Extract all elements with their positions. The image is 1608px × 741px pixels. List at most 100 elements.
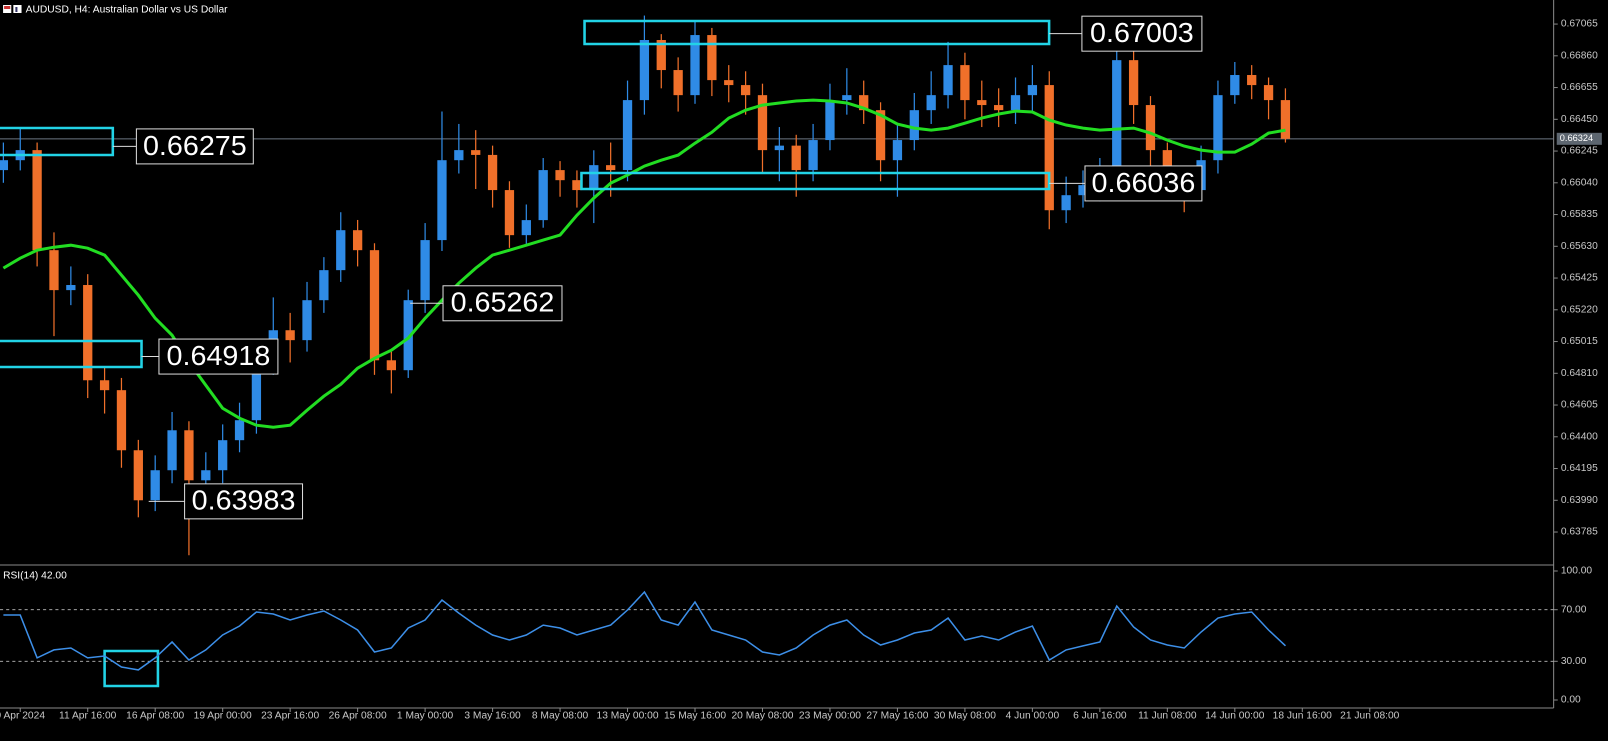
y-tick-label: 0.63785 <box>1561 527 1598 538</box>
x-tick-label: 27 May 16:00 <box>866 711 928 722</box>
x-tick-label: 3 May 16:00 <box>464 711 521 722</box>
level-label: 0.63983 <box>192 485 296 517</box>
candle-body <box>471 150 481 155</box>
candle-body <box>32 150 42 251</box>
candle-body <box>1061 195 1071 211</box>
y-tick-label: 0.65425 <box>1561 273 1598 284</box>
candle-body <box>1027 85 1038 96</box>
candle-body <box>0 160 9 171</box>
x-tick-label: 18 Jun 16:00 <box>1273 711 1333 722</box>
candle-body <box>167 430 177 471</box>
candle-body <box>892 140 903 161</box>
candle-body <box>420 240 430 301</box>
rsi-highlight-box <box>103 649 160 688</box>
candle-body <box>690 35 700 96</box>
candle-body <box>960 65 970 101</box>
candle-body <box>977 100 987 106</box>
x-tick-label: 15 May 16:00 <box>664 711 726 722</box>
candle-body <box>386 360 397 371</box>
y-tick-label: 30.00 <box>1561 656 1587 667</box>
x-tick-label: 26 Apr 08:00 <box>329 711 387 722</box>
candle-body <box>251 360 262 421</box>
rsi-title: RSI(14) 42.00 <box>3 571 67 582</box>
y-tick-label: 0.66860 <box>1561 51 1598 62</box>
level-box <box>580 171 1051 191</box>
candle-body <box>49 250 59 291</box>
level-label: 0.64918 <box>167 340 271 372</box>
x-tick-label: 23 May 00:00 <box>799 711 861 722</box>
x-tick-label: 11 Jun 08:00 <box>1138 711 1197 722</box>
level-label: 0.66036 <box>1092 167 1196 199</box>
level-label-box <box>442 285 563 322</box>
candle-body <box>133 450 143 501</box>
candle-body <box>842 95 852 101</box>
symbol-icons <box>3 5 22 13</box>
level-label-box <box>135 128 254 165</box>
y-tick-label: 0.64810 <box>1561 368 1598 379</box>
candle-body <box>234 420 245 441</box>
last-price-tag <box>1556 132 1602 145</box>
candle-body <box>1230 75 1240 96</box>
candle-body <box>319 270 329 301</box>
candle-body <box>302 300 312 341</box>
level-box <box>0 126 115 157</box>
candle-body <box>808 140 818 171</box>
y-tick-label: 0.65630 <box>1561 241 1598 252</box>
candle-body <box>943 65 953 96</box>
candle-body <box>1162 150 1172 176</box>
chart-title: AUDUSD, H4: Australian Dollar vs US Doll… <box>26 5 229 16</box>
candle-body <box>926 95 936 111</box>
moving-average <box>2 98 1286 429</box>
candle-body <box>83 285 93 381</box>
level-label-box <box>1081 15 1203 52</box>
candle-body <box>859 95 869 111</box>
y-tick-label: 0.65835 <box>1561 209 1598 220</box>
level-box <box>0 339 143 369</box>
candle-body <box>572 180 582 191</box>
candle-body <box>1010 95 1021 111</box>
candle-body <box>774 145 784 151</box>
rsi-line <box>3 590 1287 671</box>
candle-body <box>589 165 599 191</box>
x-tick-label: 13 May 00:00 <box>597 711 659 722</box>
candle-body <box>740 85 751 96</box>
level-label: 0.67003 <box>1090 17 1194 49</box>
y-tick-label: 0.64400 <box>1561 432 1598 443</box>
level-label: 0.66275 <box>143 130 247 162</box>
candle-body <box>639 40 650 101</box>
candle-body <box>403 300 413 371</box>
candle-body <box>150 470 160 501</box>
x-tick-label: 20 May 08:00 <box>731 711 793 722</box>
x-tick-label: 8 May 08:00 <box>532 711 589 722</box>
y-tick-label: 0.66450 <box>1561 114 1598 125</box>
candle-body <box>184 430 194 481</box>
candle-body <box>116 390 127 451</box>
y-tick-label: 0.67065 <box>1561 19 1598 30</box>
y-tick-label: 70.00 <box>1561 604 1587 615</box>
x-tick-label: 1 May 00:00 <box>397 711 454 722</box>
y-tick-label: 100.00 <box>1561 566 1593 577</box>
candle-body <box>724 80 734 86</box>
y-tick-label: 0.65015 <box>1561 336 1598 347</box>
x-tick-label: 14 Jun 00:00 <box>1205 711 1265 722</box>
x-tick-label: 21 Jun 08:00 <box>1340 711 1400 722</box>
y-tick-label: 0.00 <box>1561 695 1581 706</box>
candle-body <box>606 165 616 171</box>
y-tick-label: 0.63990 <box>1561 495 1598 506</box>
candle-body <box>1078 185 1088 196</box>
y-tick-label: 0.64195 <box>1561 463 1598 474</box>
candle-body <box>201 470 211 481</box>
y-tick-label: 0.66040 <box>1561 178 1598 189</box>
candle-body <box>707 35 717 81</box>
candle-body <box>487 154 498 191</box>
candle-body <box>825 100 835 141</box>
candle-body <box>1280 100 1291 139</box>
candle-body <box>1044 85 1054 211</box>
candle-body <box>454 150 464 161</box>
candle-body <box>757 95 768 151</box>
candle-body <box>218 440 228 471</box>
candle-body <box>336 230 346 271</box>
candle-body <box>1145 105 1156 151</box>
